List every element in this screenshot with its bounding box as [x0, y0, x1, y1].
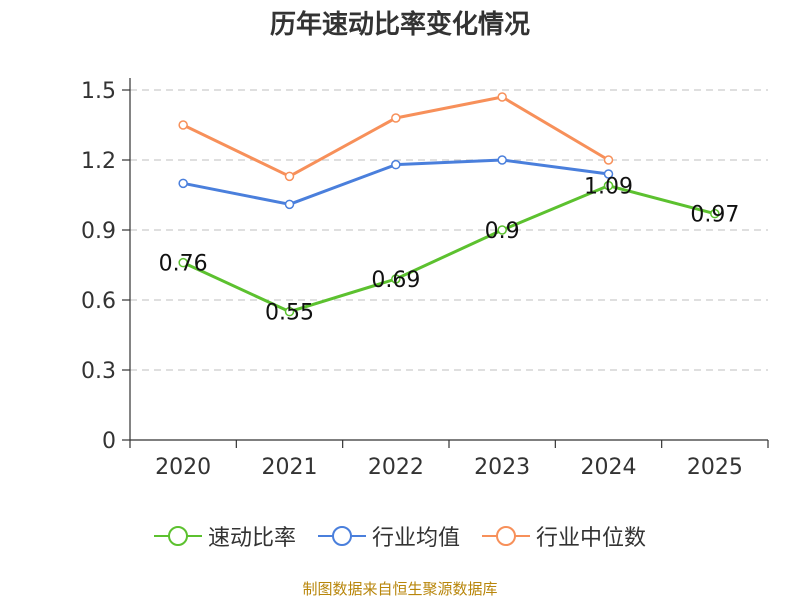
series-0-point-2023	[497, 225, 507, 235]
data-label-2021: 0.55	[265, 301, 314, 326]
legend-label-quick-ratio: 速动比率	[207, 526, 296, 551]
data-label-2022: 0.69	[371, 268, 420, 293]
legend-item-industry-mean[interactable]: 行业均值	[317, 520, 460, 552]
legend-label-industry-mean: 行业均值	[371, 526, 460, 551]
series-2-point-2021	[284, 171, 295, 182]
legend-swatch-industry-mean	[317, 526, 366, 546]
series-1-point-2022	[391, 159, 401, 170]
series-2-point-2020	[178, 120, 188, 130]
x-tick-label-2021: 2021	[262, 455, 318, 480]
series-2-point-2023	[497, 92, 507, 102]
legend-item-industry-median[interactable]: 行业中位数	[482, 520, 646, 552]
x-tick-label-2020: 2020	[155, 455, 211, 480]
series-0-point-2024	[603, 180, 614, 191]
series-lines	[178, 92, 720, 317]
axes: 0 0.3 0.6 0.9 1.2 1.5 2020 2021 2022 2023 2024 2025	[81, 78, 769, 480]
series-1-point-2020	[178, 178, 188, 189]
y-tick-label-0.6: 0.6	[81, 289, 116, 314]
grid-lines	[130, 89, 768, 371]
series-0-point-2022	[391, 274, 401, 284]
y-tick-label-0: 0	[102, 429, 116, 454]
y-tick-label-0.3: 0.3	[81, 359, 116, 384]
x-tick-label-2023: 2023	[474, 455, 530, 480]
data-label-2025: 0.97	[690, 203, 739, 228]
series-0-point-2021	[284, 306, 295, 317]
series-0-point-2025	[710, 208, 720, 219]
data-label-2024: 1.09	[584, 175, 633, 200]
chart-title: 历年速动比率变化情况	[269, 10, 530, 40]
source-note: 制图数据来自恒生聚源数据库	[302, 580, 498, 598]
series-1-point-2021	[284, 199, 295, 210]
legend-swatch-quick-ratio	[153, 526, 202, 546]
series-line-0	[182, 184, 716, 314]
series-1-point-2023	[497, 155, 507, 165]
data-labels: 0.76 0.55 0.69 0.9 1.09 0.97	[159, 175, 740, 326]
data-label-2023: 0.9	[485, 219, 520, 244]
series-0-point-2020	[178, 257, 188, 268]
legend: 速动比率 行业均值 行业中位数	[0, 520, 800, 552]
y-tick-label-1.2: 1.2	[81, 149, 116, 174]
series-2-point-2024	[603, 155, 614, 165]
x-tick-label-2024: 2024	[581, 455, 637, 480]
y-tick-label-0.9: 0.9	[81, 219, 116, 244]
legend-swatch-industry-median	[482, 526, 530, 546]
legend-label-industry-median: 行业中位数	[536, 526, 647, 551]
x-tick-label-2025: 2025	[687, 455, 743, 480]
x-tick-label-2022: 2022	[368, 455, 424, 480]
y-tick-label-1.5: 1.5	[81, 79, 116, 104]
series-2-point-2022	[391, 113, 401, 123]
series-1-point-2024	[603, 169, 614, 179]
legend-item-quick-ratio[interactable]: 速动比率	[153, 520, 296, 552]
data-label-2020: 0.76	[159, 252, 208, 277]
